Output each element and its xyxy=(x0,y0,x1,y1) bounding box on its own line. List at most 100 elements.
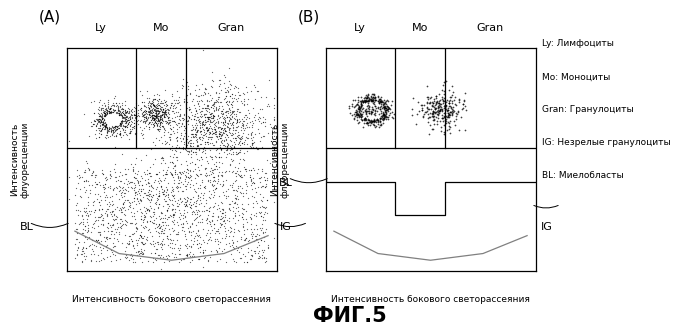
Point xyxy=(232,120,243,125)
Point xyxy=(158,114,169,119)
Point xyxy=(233,150,244,155)
Point xyxy=(232,85,244,90)
Point xyxy=(245,216,256,222)
Point xyxy=(183,244,195,249)
Point xyxy=(125,252,136,257)
Point xyxy=(129,112,140,117)
Point xyxy=(381,112,392,117)
Point xyxy=(167,211,178,216)
Point xyxy=(129,130,140,135)
Point xyxy=(406,106,417,112)
Point xyxy=(158,191,169,196)
Point xyxy=(245,257,256,262)
Point xyxy=(115,256,126,262)
Point xyxy=(144,108,155,113)
Point xyxy=(92,119,103,124)
Point xyxy=(80,167,91,172)
Point xyxy=(383,106,394,111)
Point xyxy=(150,103,161,108)
Point xyxy=(193,228,204,233)
Point xyxy=(369,97,380,102)
Point xyxy=(141,111,152,116)
Point xyxy=(117,204,128,210)
Point xyxy=(137,114,148,119)
Point xyxy=(108,133,120,138)
Point xyxy=(144,188,155,193)
Point xyxy=(167,184,178,190)
Point xyxy=(239,98,250,103)
Point xyxy=(86,123,97,128)
Point xyxy=(237,116,248,122)
Point xyxy=(444,119,456,124)
Point xyxy=(204,92,216,98)
Point xyxy=(169,198,181,204)
Point xyxy=(191,156,202,162)
Point xyxy=(382,108,393,114)
Point xyxy=(144,213,155,218)
Point xyxy=(163,120,174,125)
Point xyxy=(146,194,157,199)
Point xyxy=(212,98,223,103)
Point xyxy=(257,114,268,119)
Point xyxy=(218,138,229,143)
Point xyxy=(225,243,236,249)
Point xyxy=(248,105,259,111)
Point xyxy=(198,47,209,53)
Point xyxy=(216,111,228,116)
Point xyxy=(97,123,108,128)
Point xyxy=(181,125,192,130)
Point xyxy=(111,179,122,184)
Point xyxy=(247,231,258,237)
Point xyxy=(216,140,227,145)
Point xyxy=(231,206,242,211)
Point xyxy=(125,180,136,185)
Point xyxy=(239,227,250,233)
Point xyxy=(87,121,98,127)
Point xyxy=(122,178,134,184)
Point xyxy=(157,123,168,129)
Point xyxy=(145,110,156,115)
Point xyxy=(421,99,433,104)
Point xyxy=(114,206,125,211)
Point xyxy=(190,189,201,194)
Point xyxy=(379,113,390,118)
Point xyxy=(178,202,190,207)
Point xyxy=(202,137,214,142)
Point xyxy=(155,98,167,103)
Point xyxy=(374,116,385,121)
Point xyxy=(222,111,233,116)
Point xyxy=(175,171,186,176)
Point xyxy=(417,102,428,107)
Point xyxy=(161,208,172,213)
Point xyxy=(441,108,452,114)
Point xyxy=(174,169,186,175)
Point xyxy=(99,103,111,108)
Point xyxy=(90,123,101,128)
Point xyxy=(144,104,155,109)
Point xyxy=(99,124,111,129)
Point xyxy=(443,104,454,109)
Point xyxy=(142,259,153,264)
Point xyxy=(237,251,248,257)
Point xyxy=(199,139,211,144)
Point xyxy=(228,180,239,185)
Point xyxy=(197,249,209,254)
Point xyxy=(166,170,177,175)
Point xyxy=(262,157,273,162)
Text: (А): (А) xyxy=(38,10,61,25)
Point xyxy=(96,102,107,108)
Point xyxy=(209,187,220,192)
Point xyxy=(452,112,463,117)
Point xyxy=(144,109,155,114)
Point xyxy=(209,221,220,226)
Point xyxy=(96,121,107,127)
Point xyxy=(358,97,370,103)
Point xyxy=(211,258,223,263)
Point xyxy=(161,112,172,117)
Point xyxy=(101,123,112,129)
Point xyxy=(106,224,117,229)
Point xyxy=(104,222,116,227)
Point xyxy=(126,108,137,113)
Point xyxy=(105,104,116,109)
Point xyxy=(74,172,85,177)
